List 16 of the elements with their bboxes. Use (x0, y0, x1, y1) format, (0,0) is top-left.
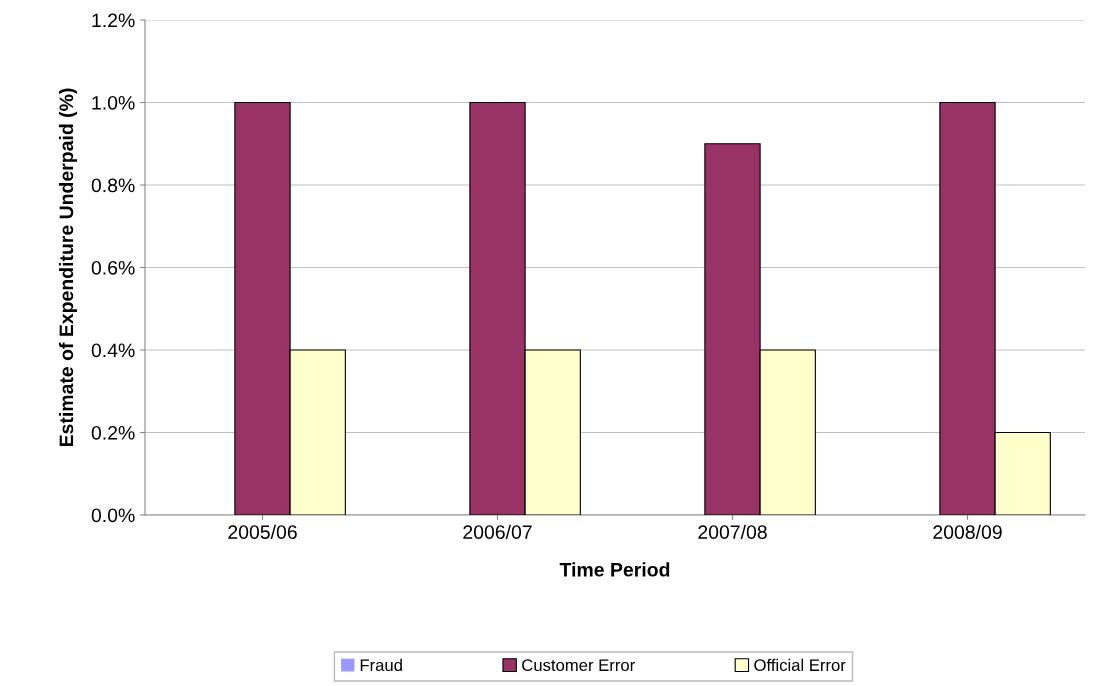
y-tick-label: 1.2% (92, 13, 135, 28)
y-tick-label: 1.0% (92, 95, 135, 110)
x-tick-label: 2007/08 (698, 524, 767, 539)
x-tick-label: 2008/09 (933, 524, 1002, 539)
x-axis-title: Time Period (559, 562, 670, 577)
y-tick-label: 0.8% (91, 178, 135, 193)
legend-label: Fraud (360, 658, 402, 672)
y-tick-label: 0.0% (91, 508, 135, 523)
y-tick-label: 0.2% (91, 425, 135, 440)
y-tick-label: 0.4% (91, 343, 135, 358)
x-tick-label: 2006/07 (463, 524, 532, 539)
legend-label: Official Error (754, 658, 846, 672)
y-axis-title: Estimate of Expenditure Underpaid (%) (58, 88, 78, 447)
y-tick-label: 0.6% (91, 260, 135, 275)
x-tick-label: 2005/06 (228, 524, 297, 539)
legend-label: Customer Error (522, 659, 635, 672)
